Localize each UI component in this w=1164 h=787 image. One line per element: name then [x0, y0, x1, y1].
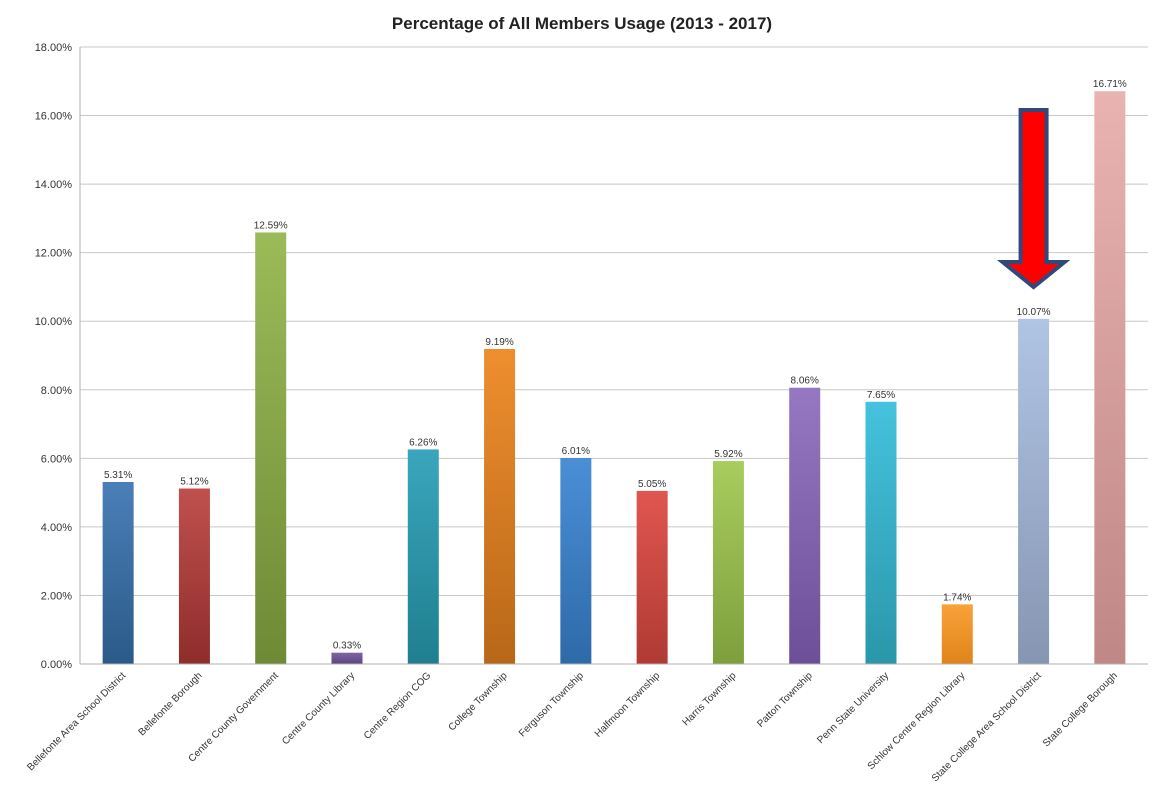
- data-label: 6.01%: [562, 446, 590, 457]
- y-tick-label: 8.00%: [41, 385, 72, 397]
- x-tick-label: Patton Township: [755, 670, 815, 730]
- x-tick-label: Centre County Library: [280, 670, 357, 747]
- data-label: 9.19%: [485, 337, 513, 348]
- y-tick-label: 2.00%: [41, 590, 72, 602]
- x-tick-label: Bellefonte Area School District: [25, 670, 128, 773]
- y-tick-label: 18.00%: [35, 42, 73, 54]
- bar[interactable]: [941, 604, 973, 664]
- bar[interactable]: [407, 449, 439, 664]
- x-tick-label: Bellefonte Borough: [137, 670, 205, 738]
- x-tick-label: Penn State University: [815, 670, 891, 746]
- x-tick-label: Ferguson Township: [517, 670, 586, 739]
- x-tick-label: State College Borough: [1041, 670, 1120, 749]
- y-tick-label: 12.00%: [35, 248, 73, 260]
- x-tick-label: Centre County Government: [187, 670, 281, 764]
- data-label: 5.05%: [638, 479, 666, 490]
- y-tick-label: 14.00%: [35, 179, 73, 191]
- x-tick-label: Halfmoon Township: [593, 670, 663, 740]
- data-label: 5.12%: [180, 476, 208, 487]
- bar[interactable]: [178, 488, 210, 664]
- x-tick-label: College Township: [447, 670, 510, 733]
- bar[interactable]: [255, 232, 287, 664]
- data-label: 10.07%: [1017, 307, 1051, 318]
- data-label: 8.06%: [791, 376, 819, 387]
- data-label: 1.74%: [943, 592, 971, 603]
- chart-title: Percentage of All Members Usage (2013 - …: [391, 14, 773, 33]
- data-label: 0.33%: [333, 641, 361, 652]
- data-label: 6.26%: [409, 437, 437, 448]
- bar[interactable]: [636, 490, 668, 664]
- data-label: 7.65%: [867, 390, 895, 401]
- data-label: 12.59%: [254, 220, 288, 231]
- bar[interactable]: [1018, 318, 1050, 664]
- y-tick-label: 10.00%: [35, 316, 73, 328]
- y-tick-label: 0.00%: [41, 659, 72, 671]
- bar[interactable]: [789, 387, 821, 664]
- bar[interactable]: [1094, 91, 1126, 665]
- y-tick-label: 16.00%: [35, 111, 73, 123]
- y-tick-label: 4.00%: [41, 522, 72, 534]
- bar[interactable]: [484, 348, 516, 664]
- bar[interactable]: [331, 652, 363, 664]
- data-label: 5.31%: [104, 470, 132, 481]
- data-label: 16.71%: [1093, 79, 1127, 90]
- bar[interactable]: [712, 461, 744, 664]
- bar[interactable]: [102, 481, 134, 664]
- bar[interactable]: [865, 401, 897, 664]
- data-label: 5.92%: [714, 449, 742, 460]
- x-tick-label: Harris Township: [681, 670, 739, 728]
- y-tick-label: 6.00%: [41, 453, 72, 465]
- annotation-arrow: [996, 108, 1071, 290]
- bar[interactable]: [560, 457, 592, 664]
- x-tick-label: Centre Region COG: [362, 670, 434, 742]
